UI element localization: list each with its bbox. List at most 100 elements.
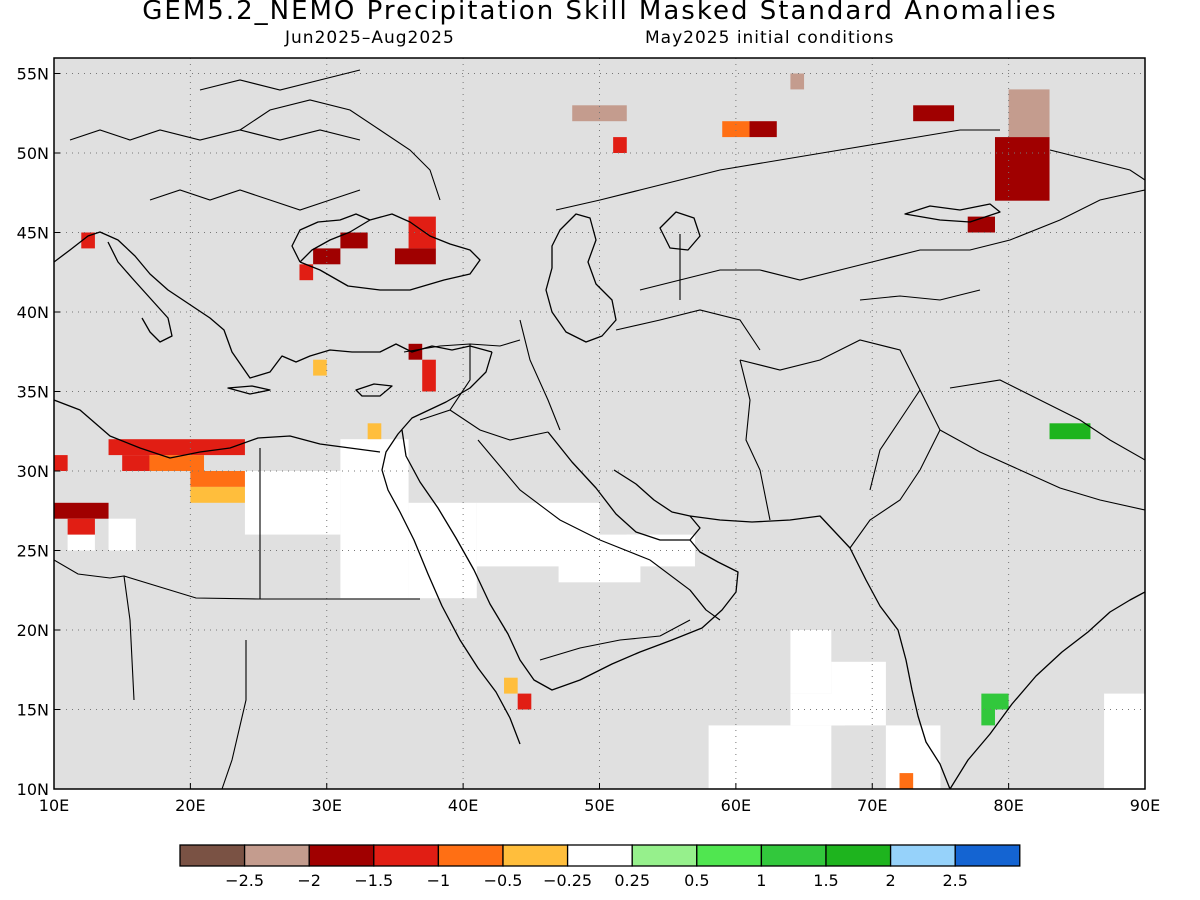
anomaly-cell <box>190 471 245 487</box>
legend-label: −0.5 <box>484 871 523 890</box>
india-east-coast <box>949 591 1145 789</box>
levant-redsea-coast <box>381 351 521 745</box>
no-skill-region <box>67 534 95 551</box>
turkmen-uzbek-border <box>615 309 761 351</box>
anomaly-cell <box>67 518 95 535</box>
cyprus-coast <box>355 383 393 397</box>
anomaly-cell <box>394 248 436 265</box>
oman-border <box>689 589 721 621</box>
y-tick-label: 15N <box>17 701 49 720</box>
no-skill-region <box>1104 693 1145 789</box>
anomaly-cell <box>613 137 627 153</box>
caspian-coast <box>545 213 617 343</box>
x-tick-label: 80E <box>993 796 1023 815</box>
kazakh-russia-border <box>555 129 1000 211</box>
map-background <box>54 58 1145 789</box>
persian-gulf-coast <box>547 431 701 541</box>
anomaly-cell <box>722 121 750 138</box>
black-sea-west-coast <box>291 213 371 263</box>
anomaly-cell <box>367 423 382 440</box>
anomaly-cell <box>408 216 436 249</box>
anomaly-cell <box>108 439 245 456</box>
anomaly-cell <box>1008 89 1050 138</box>
color-legend: −2.5 −2 −1.5 −1 −0.5 −0.25 0.25 0.5 1 1.5 2 2.5 <box>179 844 1021 890</box>
anomaly-cell <box>340 232 368 249</box>
arabian-sea-coast <box>689 515 951 789</box>
chart-title: GEM5.2_NEMO Precipitation Skill Masked S… <box>142 0 1058 26</box>
iran-afghan-border <box>739 359 771 521</box>
china-mongolia-border <box>1049 149 1145 181</box>
libya-chad-border <box>123 575 261 600</box>
iran-iraq-border <box>519 319 561 431</box>
legend-swatch <box>179 844 246 867</box>
anomaly-cell <box>149 455 205 471</box>
anomaly-cell <box>422 359 436 392</box>
legend-swatch <box>696 844 763 867</box>
x-tick-label: 70E <box>857 796 887 815</box>
iraq-syria-border <box>419 344 471 421</box>
legend-label: 1.5 <box>813 871 838 890</box>
season-label: Jun2025–Aug2025 <box>285 28 455 48</box>
anomaly-cell <box>981 693 1009 710</box>
anomaly-cell <box>913 105 955 122</box>
legend-label: 2.5 <box>942 871 967 890</box>
legend-label: 2 <box>886 871 896 890</box>
aral-coast <box>659 211 701 251</box>
algeria-border <box>54 559 135 701</box>
italy-coast <box>107 241 173 343</box>
balkan-borders <box>149 189 361 211</box>
anomaly-cell <box>122 455 150 471</box>
anomaly-cell <box>899 773 914 789</box>
y-tick-label: 55N <box>17 65 49 84</box>
y-tick-label: 25N <box>17 542 49 561</box>
no-skill-region <box>244 471 341 535</box>
legend-swatch <box>308 844 375 867</box>
axis-ticks: 10E 20E 30E 40E 50E 60E 70E 80E 90E 10N 15N 20N 25N 3… <box>17 65 1161 816</box>
legend-label: −2 <box>297 871 321 890</box>
init-label: May2025 initial conditions <box>645 28 895 48</box>
redsea-east-coast <box>401 429 739 691</box>
india-pakistan-border <box>849 389 941 549</box>
x-tick-label: 60E <box>721 796 751 815</box>
x-tick-label: 10E <box>39 796 69 815</box>
anomaly-cell <box>517 693 532 710</box>
afghan-pakistan-border <box>739 339 921 491</box>
legend-label: 0.25 <box>614 871 650 890</box>
x-tick-label: 90E <box>1130 796 1160 815</box>
anomaly-cell <box>408 343 423 360</box>
anomaly-cell <box>54 455 68 471</box>
country-borders <box>54 69 1145 789</box>
legend-swatch <box>760 844 827 867</box>
legend-swatch <box>437 844 504 867</box>
legend-label: −2.5 <box>225 871 264 890</box>
anomaly-cell <box>967 216 995 233</box>
no-skill-region <box>340 439 409 599</box>
legend-label: −1.5 <box>354 871 393 890</box>
yemen-border <box>539 619 691 661</box>
anomaly-cell <box>994 137 1050 201</box>
anomaly-cell <box>1049 423 1091 440</box>
anomaly-cell <box>313 359 327 376</box>
legend-label: 0.5 <box>684 871 709 890</box>
eastern-europe-border <box>199 69 361 91</box>
legend-swatch <box>631 844 698 867</box>
crete-coast <box>227 385 271 395</box>
legend-label: 1 <box>756 871 766 890</box>
y-tick-label: 20N <box>17 621 49 640</box>
ukraine-border <box>239 99 441 201</box>
no-skill-region <box>708 725 832 789</box>
legend-swatch <box>502 844 569 867</box>
india-nepal-border <box>939 429 1145 511</box>
legend-swatch <box>825 844 892 867</box>
y-tick-label: 10N <box>17 780 49 799</box>
coastlines <box>54 203 1145 789</box>
chad-sudan-border <box>221 640 247 789</box>
y-tick-label: 40N <box>17 303 49 322</box>
y-tick-label: 45N <box>17 224 49 243</box>
anomaly-layer <box>54 73 1091 789</box>
black-sea-coast <box>299 213 481 291</box>
anomaly-cell <box>981 709 995 726</box>
anomaly-cell <box>190 486 245 503</box>
y-tick-label: 30N <box>17 462 49 481</box>
